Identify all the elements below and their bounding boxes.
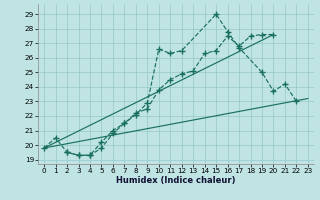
X-axis label: Humidex (Indice chaleur): Humidex (Indice chaleur): [116, 176, 236, 185]
